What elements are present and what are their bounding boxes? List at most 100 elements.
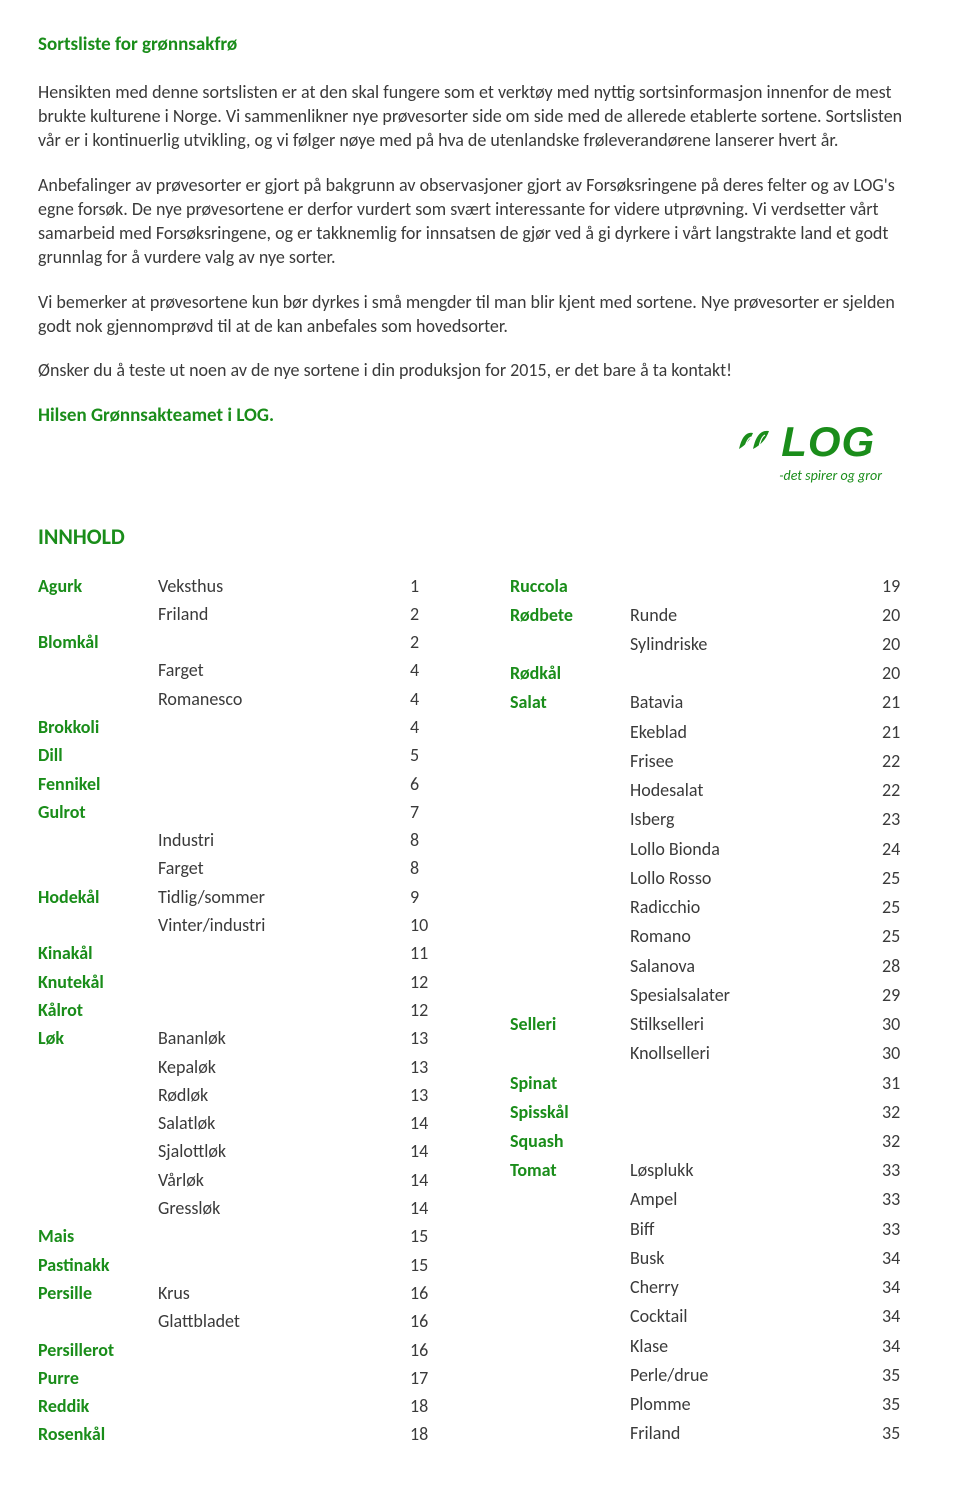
toc-page-number: 23 xyxy=(882,807,922,831)
toc-page-number: 32 xyxy=(882,1129,922,1153)
logo-tagline: -det spirer og gror xyxy=(779,467,882,486)
toc-category: Squash xyxy=(510,1129,630,1153)
toc-category: Knutekål xyxy=(38,970,158,994)
toc-page-number: 35 xyxy=(882,1421,922,1445)
toc-subcategory: Salanova xyxy=(630,954,882,978)
toc-category: Ruccola xyxy=(510,574,630,598)
toc-subcategory: Stilkselleri xyxy=(630,1012,882,1036)
toc-column-right: Ruccola19RødbeteRunde20Sylindriske20Rødk… xyxy=(510,574,922,1447)
toc-category: Rødkål xyxy=(510,661,630,685)
toc-page-number: 9 xyxy=(410,885,450,909)
toc-page-number: 25 xyxy=(882,866,922,890)
toc-page-number: 21 xyxy=(882,690,922,714)
intro-paragraph-1: Hensikten med denne sortslisten er at de… xyxy=(38,80,922,153)
page-title: Sortsliste for grønnsakfrø xyxy=(38,32,922,58)
toc-page-number: 33 xyxy=(882,1187,922,1211)
toc-category: Selleri xyxy=(510,1012,630,1036)
toc-column-left: AgurkVeksthus1Friland2Blomkål2Farget4Rom… xyxy=(38,574,450,1447)
toc-category: Blomkål xyxy=(38,630,158,654)
toc-category: Fennikel xyxy=(38,772,158,796)
toc-page-number: 20 xyxy=(882,661,922,685)
toc-subcategory: Knollselleri xyxy=(630,1041,882,1065)
toc-category: Purre xyxy=(38,1366,158,1390)
toc-subcategory: Ampel xyxy=(630,1187,882,1211)
toc-page-number: 28 xyxy=(882,954,922,978)
toc-page-number: 6 xyxy=(410,772,450,796)
toc-subcategory: Perle/drue xyxy=(630,1363,882,1387)
toc-page-number: 30 xyxy=(882,1041,922,1065)
toc-page-number: 34 xyxy=(882,1334,922,1358)
toc-category: Spinat xyxy=(510,1071,630,1095)
toc-subcategory: Farget xyxy=(158,658,410,682)
toc-subcategory: Løsplukk xyxy=(630,1158,882,1182)
toc-subcategory: Veksthus xyxy=(158,574,410,598)
toc-subcategory: Frisee xyxy=(630,749,882,773)
toc-page-number: 8 xyxy=(410,856,450,880)
toc-page-number: 14 xyxy=(410,1111,450,1135)
toc-page-number: 25 xyxy=(882,924,922,948)
toc-page-number: 19 xyxy=(882,574,922,598)
toc-category: Dill xyxy=(38,743,158,767)
toc-page-number: 2 xyxy=(410,630,450,654)
toc-page-number: 16 xyxy=(410,1281,450,1305)
toc-heading: INNHOLD xyxy=(38,522,922,552)
toc-page-number: 14 xyxy=(410,1139,450,1163)
toc-category: Rødbete xyxy=(510,603,630,627)
toc-subcategory: Romanesco xyxy=(158,687,410,711)
toc-subcategory: Cherry xyxy=(630,1275,882,1299)
toc-category: Persille xyxy=(38,1281,158,1305)
toc-page-number: 22 xyxy=(882,749,922,773)
toc-page-number: 14 xyxy=(410,1168,450,1192)
toc-category: Agurk xyxy=(38,574,158,598)
toc-page-number: 4 xyxy=(410,687,450,711)
toc-page-number: 13 xyxy=(410,1055,450,1079)
toc-page-number: 34 xyxy=(882,1246,922,1270)
toc-page-number: 18 xyxy=(410,1422,450,1446)
toc-subcategory: Hodesalat xyxy=(630,778,882,802)
toc-subcategory: Gressløk xyxy=(158,1196,410,1220)
toc-subcategory: Industri xyxy=(158,828,410,852)
toc-subcategory: Salatløk xyxy=(158,1111,410,1135)
toc-subcategory: Farget xyxy=(158,856,410,880)
toc-page-number: 13 xyxy=(410,1083,450,1107)
toc-category: Persillerot xyxy=(38,1338,158,1362)
toc-page-number: 13 xyxy=(410,1026,450,1050)
toc-subcategory: Tidlig/sommer xyxy=(158,885,410,909)
toc-page-number: 12 xyxy=(410,970,450,994)
toc-category: Hodekål xyxy=(38,885,158,909)
toc-page-number: 29 xyxy=(882,983,922,1007)
toc-subcategory: Cocktail xyxy=(630,1304,882,1328)
toc-subcategory: Lollo Rosso xyxy=(630,866,882,890)
toc-subcategory: Vårløk xyxy=(158,1168,410,1192)
toc-subcategory: Sjalottløk xyxy=(158,1139,410,1163)
intro-paragraph-4: Ønsker du å teste ut noen av de nye sort… xyxy=(38,358,922,382)
toc-subcategory: Romano xyxy=(630,924,882,948)
toc-category: Salat xyxy=(510,690,630,714)
toc-subcategory: Plomme xyxy=(630,1392,882,1416)
toc-subcategory: Kepaløk xyxy=(158,1055,410,1079)
toc-subcategory: Friland xyxy=(158,602,410,626)
toc-category: Løk xyxy=(38,1026,158,1050)
toc-category: Reddik xyxy=(38,1394,158,1418)
toc-category: Kinakål xyxy=(38,941,158,965)
toc-subcategory: Krus xyxy=(158,1281,410,1305)
toc-page-number: 20 xyxy=(882,603,922,627)
toc-page-number: 14 xyxy=(410,1196,450,1220)
toc-page-number: 1 xyxy=(410,574,450,598)
toc-page-number: 10 xyxy=(410,913,450,937)
toc-page-number: 8 xyxy=(410,828,450,852)
table-of-contents: AgurkVeksthus1Friland2Blomkål2Farget4Rom… xyxy=(38,574,922,1447)
toc-category: Gulrot xyxy=(38,800,158,824)
toc-subcategory: Lollo Bionda xyxy=(630,837,882,861)
toc-page-number: 12 xyxy=(410,998,450,1022)
toc-subcategory: Batavia xyxy=(630,690,882,714)
toc-page-number: 16 xyxy=(410,1338,450,1362)
toc-subcategory: Ekeblad xyxy=(630,720,882,744)
toc-page-number: 21 xyxy=(882,720,922,744)
toc-category: Pastinakk xyxy=(38,1253,158,1277)
toc-page-number: 24 xyxy=(882,837,922,861)
toc-subcategory: Biff xyxy=(630,1217,882,1241)
toc-page-number: 5 xyxy=(410,743,450,767)
toc-category: Brokkoli xyxy=(38,715,158,739)
toc-category: Spisskål xyxy=(510,1100,630,1124)
